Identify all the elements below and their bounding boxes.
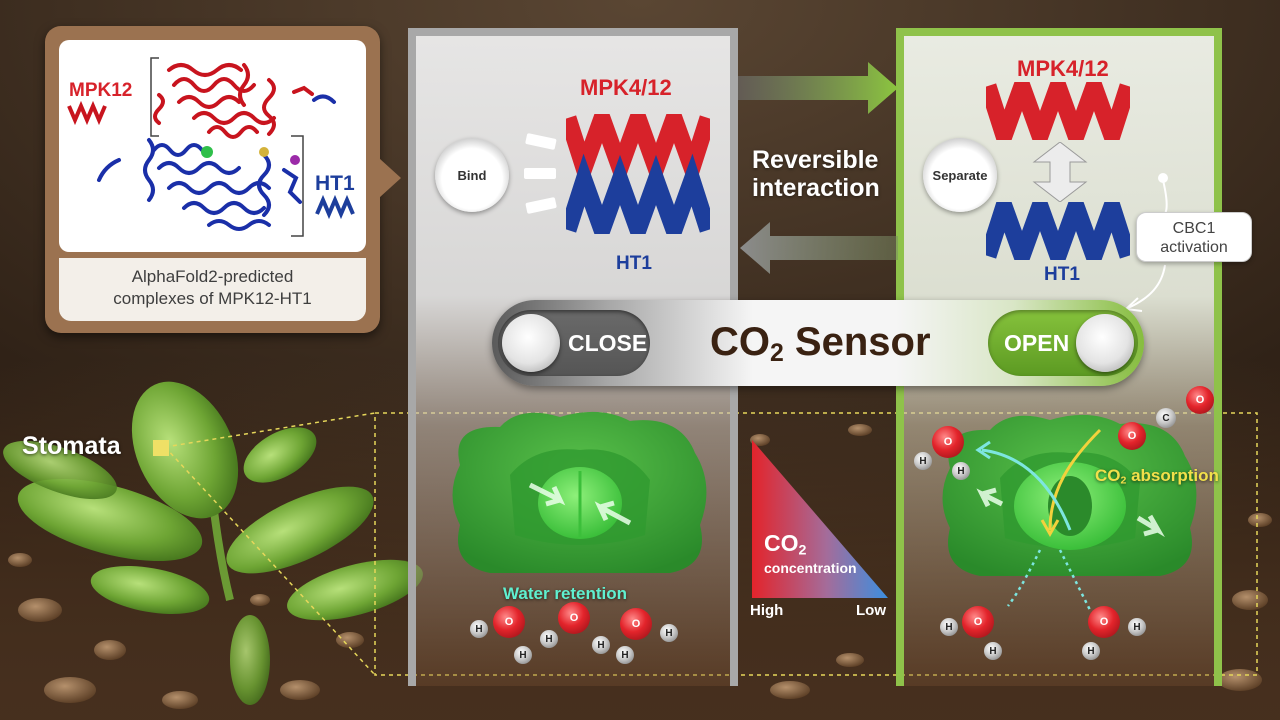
alphafold-caption-box: AlphaFold2-predicted complexes of MPK12-… — [59, 258, 366, 321]
hydrogen-atom: H — [984, 642, 1002, 660]
separate-state-circle: Separate — [923, 138, 997, 212]
ht1-label: HT1 — [315, 172, 355, 195]
oxygen-atom: O — [1088, 606, 1120, 638]
hydrogen-atom: H — [470, 620, 488, 638]
hydrogen-atom: H — [1128, 618, 1146, 636]
gradient-co2-sub: 2 — [798, 542, 807, 559]
oxygen-atom: O — [1118, 422, 1146, 450]
oxygen-atom: O — [1186, 386, 1214, 414]
bind-state-circle: Bind — [435, 138, 509, 212]
mpk-separated-icon — [986, 82, 1130, 140]
oxygen-atom: O — [932, 426, 964, 458]
co2-sensor-title-sub: 2 — [770, 340, 784, 368]
close-label: CLOSE — [568, 330, 648, 356]
alphafold-card: MPK12 HT1 AlphaFold2-predicted complexes… — [45, 26, 401, 333]
oxygen-atom: O — [962, 606, 994, 638]
open-label: OPEN — [1004, 330, 1070, 356]
protein-structure-image: MPK12 HT1 — [59, 40, 366, 252]
hydrogen-atom: H — [952, 462, 970, 480]
bind-label: Bind — [457, 167, 487, 183]
oxygen-atom: O — [493, 606, 525, 638]
bind-motion-lines — [524, 133, 557, 214]
reversible-label: Reversible — [752, 146, 879, 174]
separate-label: Separate — [932, 167, 988, 183]
oxygen-atom: O — [620, 608, 652, 640]
oxygen-atom: O — [558, 602, 590, 634]
gradient-concentration-label: concentration — [764, 560, 857, 576]
left-ht1-label: HT1 — [616, 253, 652, 274]
open-toggle-knob[interactable] — [1076, 314, 1134, 372]
hydrogen-atom: H — [940, 618, 958, 636]
interaction-label: interaction — [752, 174, 880, 202]
ht1-mini-icon — [315, 194, 355, 220]
mpk-ht1-bound-icon — [566, 114, 710, 234]
co2-absorption-prefix: CO — [1095, 466, 1121, 485]
co2-absorption-label: CO2 absorption — [1095, 466, 1219, 487]
carbon-atom: C — [1156, 408, 1176, 428]
gas-exchange-arrows — [975, 428, 1102, 611]
hydrogen-atom: H — [660, 624, 678, 642]
water-retention-label: Water retention — [503, 584, 628, 603]
open-toggle[interactable]: OPEN — [988, 310, 1138, 376]
left-mpk-title: MPK4/12 — [580, 75, 672, 100]
cbc1-line2: activation — [1160, 239, 1228, 256]
close-toggle[interactable]: CLOSE — [498, 310, 650, 376]
gradient-low-label: Low — [856, 602, 886, 619]
hydrogen-atom: H — [514, 646, 532, 664]
co2-absorption-sub: 2 — [1120, 474, 1127, 487]
gradient-co2-prefix: CO — [764, 530, 799, 556]
closed-stoma — [452, 411, 707, 573]
co2-absorption-suffix: absorption — [1126, 466, 1219, 485]
cbc1-line1: CBC1 — [1172, 220, 1216, 237]
reversible-arrows — [738, 62, 898, 274]
hydrogen-atom: H — [616, 646, 634, 664]
co2-sensor-title-suffix: Sensor — [783, 320, 931, 364]
separate-double-arrow — [1032, 142, 1088, 202]
gradient-high-label: High — [750, 602, 784, 619]
hydrogen-atom: H — [914, 452, 932, 470]
seedling-illustration — [3, 381, 423, 705]
mpk12-mini-icon — [67, 100, 107, 126]
hydrogen-atom: H — [1082, 642, 1100, 660]
alphafold-caption-line1: AlphaFold2-predicted — [131, 267, 294, 286]
co2-sensor-title: CO2 Sensor — [710, 320, 931, 368]
gradient-co2-label: CO2 — [764, 530, 806, 559]
co2-sensor-title-prefix: CO — [710, 320, 770, 364]
stomata-marker — [153, 440, 169, 456]
close-toggle-knob[interactable] — [502, 314, 560, 372]
stomata-label: Stomata — [22, 432, 121, 460]
mpk12-structure — [153, 63, 314, 139]
mpk12-label: MPK12 — [69, 80, 133, 101]
right-ht1-label: HT1 — [1044, 264, 1080, 285]
ht1-separated-icon — [986, 202, 1130, 260]
hydrogen-atom: H — [592, 636, 610, 654]
ht1-structure — [97, 94, 336, 231]
cbc1-activation-box: CBC1 activation — [1136, 212, 1252, 262]
alphafold-caption-line2: complexes of MPK12-HT1 — [113, 289, 312, 308]
right-mpk-title: MPK4/12 — [1017, 56, 1109, 81]
hydrogen-atom: H — [540, 630, 558, 648]
co2-concentration-gradient — [752, 440, 888, 598]
card-pointer — [379, 158, 401, 198]
